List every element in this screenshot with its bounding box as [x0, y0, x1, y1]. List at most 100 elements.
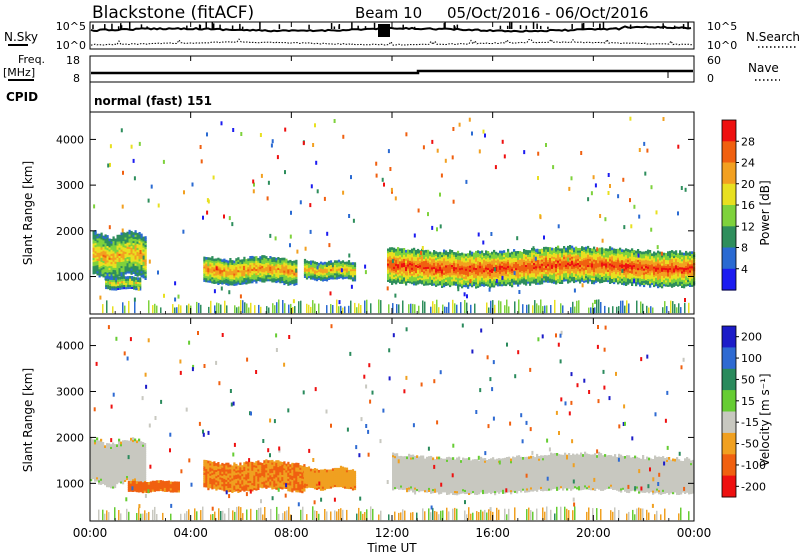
heatmap-cell [237, 267, 240, 271]
heatmap-cell [565, 260, 568, 263]
heatmap-cell [102, 477, 105, 480]
speckle [93, 204, 96, 209]
heatmap-cell [126, 248, 129, 251]
clutter-cell [446, 306, 448, 314]
heatmap-cell [691, 284, 694, 287]
heatmap-cell [439, 272, 442, 275]
heatmap-cell [551, 260, 554, 263]
heatmap-cell [265, 260, 268, 263]
heatmap-cell [128, 262, 131, 266]
heatmap-cell [665, 283, 668, 287]
heatmap-cell [565, 272, 568, 276]
heatmap-cell [647, 278, 650, 282]
heatmap-cell [108, 240, 111, 244]
speckle [557, 224, 560, 229]
heatmap-cell [443, 272, 446, 275]
heatmap-cell [605, 268, 608, 272]
heatmap-cell [100, 263, 103, 267]
heatmap-cell [259, 266, 262, 270]
heatmap-cell [599, 257, 602, 261]
speckle [215, 266, 218, 271]
heatmap-cell [96, 451, 99, 455]
heatmap-cell [531, 270, 534, 274]
clutter-cell [518, 299, 520, 314]
heatmap-cell [565, 247, 568, 251]
heatmap-cell [92, 462, 95, 465]
heatmap-cell [419, 256, 422, 260]
heatmap-cell [511, 274, 514, 277]
heatmap-cell [659, 276, 662, 279]
heatmap-cell [505, 260, 508, 264]
heatmap-cell [687, 258, 690, 262]
heatmap-cell [247, 274, 250, 278]
heatmap-cell [519, 257, 522, 260]
heatmap-cell [439, 262, 442, 265]
heatmap-cell [353, 268, 357, 272]
heatmap-cell [605, 266, 608, 270]
heatmap-cell [94, 445, 97, 449]
heatmap-cell [451, 280, 454, 284]
heatmap-cell [225, 270, 228, 273]
heatmap-cell [667, 273, 670, 277]
heatmap-cell [537, 269, 540, 273]
heatmap-cell [557, 276, 560, 280]
heatmap-cell [126, 262, 129, 266]
heatmap-cell [521, 274, 524, 278]
heatmap-cell [457, 275, 460, 279]
heatmap-cell [565, 258, 568, 261]
heatmap-cell [673, 253, 676, 257]
heatmap-cell [587, 280, 590, 284]
speckle [260, 173, 263, 178]
heatmap-cell [273, 263, 276, 266]
heatmap-cell [665, 263, 668, 266]
heatmap-cell [92, 253, 95, 256]
heatmap-cell [661, 269, 664, 272]
freq-panel: Freq. [MHz] 18 8 60 0 Nave [3, 53, 780, 85]
clutter-cell [680, 307, 682, 314]
heatmap-cell [413, 264, 416, 267]
heatmap-cell [503, 274, 506, 278]
heatmap-cell [225, 263, 228, 267]
heatmap-cell [257, 276, 260, 280]
heatmap-cell [677, 263, 680, 267]
heatmap-cell [535, 280, 538, 283]
heatmap-cell [94, 230, 97, 233]
heatmap-cell [281, 274, 284, 277]
heatmap-cell [345, 273, 349, 277]
heatmap-cell [134, 269, 137, 272]
heatmap-cell [675, 258, 678, 262]
heatmap-cell [431, 264, 434, 268]
heatmap-cell [617, 273, 620, 277]
heatmap-cell [617, 277, 620, 281]
heatmap-cell [487, 255, 490, 258]
heatmap-cell [581, 248, 584, 251]
heatmap-cell [445, 266, 448, 270]
heatmap-cell [585, 271, 588, 274]
heatmap-cell [209, 267, 212, 271]
heatmap-cell [545, 265, 548, 268]
heatmap-cell [221, 277, 224, 281]
heatmap-cell [387, 275, 390, 278]
heatmap-cell [403, 256, 406, 259]
speckle [494, 165, 497, 170]
heatmap-cell [126, 465, 129, 468]
heatmap-cell [261, 275, 264, 279]
heatmap-cell [112, 248, 115, 252]
heatmap-cell [100, 453, 103, 456]
heatmap-cell [525, 266, 528, 270]
heatmap-cell [135, 279, 138, 282]
heatmap-cell [118, 442, 121, 446]
speckle [350, 284, 353, 289]
heatmap-cell [119, 278, 122, 282]
clutter-cell [452, 299, 454, 314]
heatmap-cell [669, 283, 672, 287]
heatmap-cell [207, 273, 210, 277]
clutter-cell [378, 299, 380, 314]
heatmap-cell [126, 258, 129, 262]
heatmap-cell [203, 275, 206, 278]
heatmap-cell [126, 454, 129, 458]
heatmap-cell [555, 261, 558, 264]
heatmap-cell [423, 276, 426, 280]
heatmap-cell [661, 265, 664, 268]
heatmap-cell [511, 257, 514, 261]
